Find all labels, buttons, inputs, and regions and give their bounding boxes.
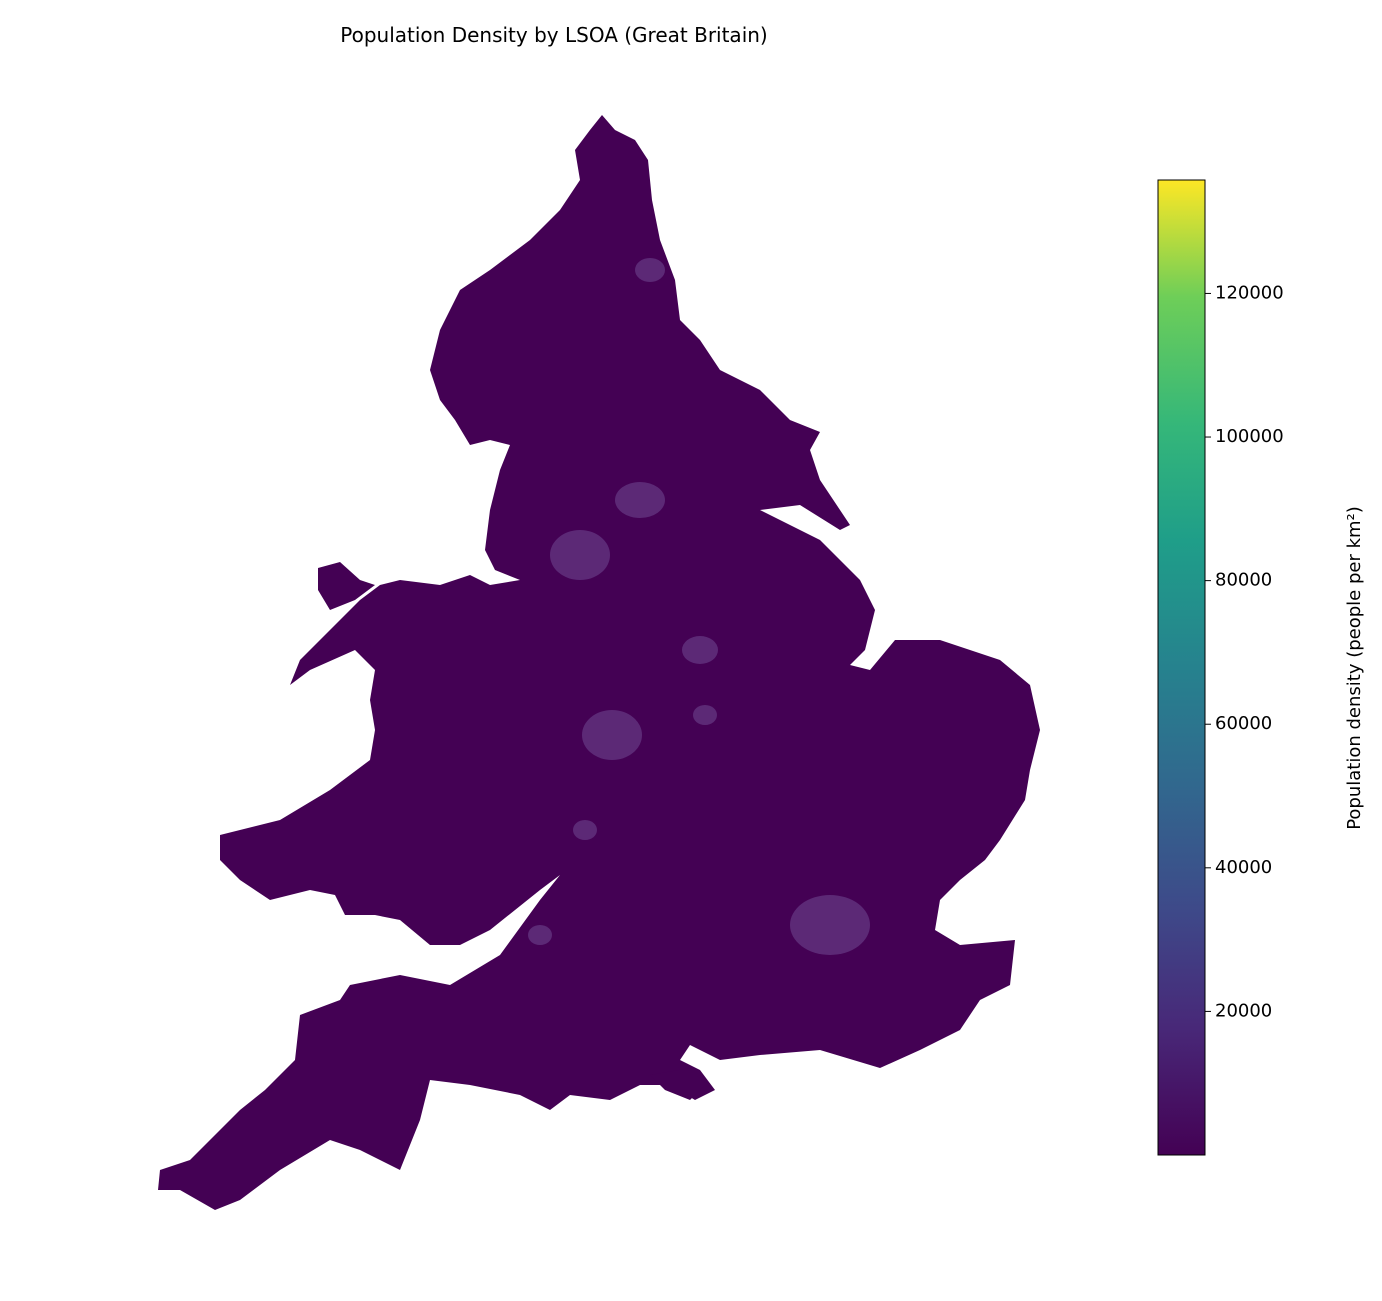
tick-label: 20000 xyxy=(1215,1000,1272,1021)
island-outline xyxy=(650,1068,705,1100)
island-outline xyxy=(318,562,375,610)
tick-label: 40000 xyxy=(1215,857,1272,878)
tick-label: 100000 xyxy=(1215,426,1284,447)
tick-label: 60000 xyxy=(1215,713,1272,734)
tick-label: 80000 xyxy=(1215,570,1272,591)
chart-title: Population Density by LSOA (Great Britai… xyxy=(340,23,767,47)
colorbar-label: Population density (people per km²) xyxy=(1344,506,1365,830)
colorbar-axis: 20000 40000 60000 80000 100000 120000 xyxy=(1205,282,1284,1021)
region-outline xyxy=(158,115,1040,1210)
map xyxy=(158,115,1040,1210)
tick-label: 120000 xyxy=(1215,282,1284,303)
colorbar xyxy=(1157,179,1206,1156)
urban-areas xyxy=(528,258,870,955)
